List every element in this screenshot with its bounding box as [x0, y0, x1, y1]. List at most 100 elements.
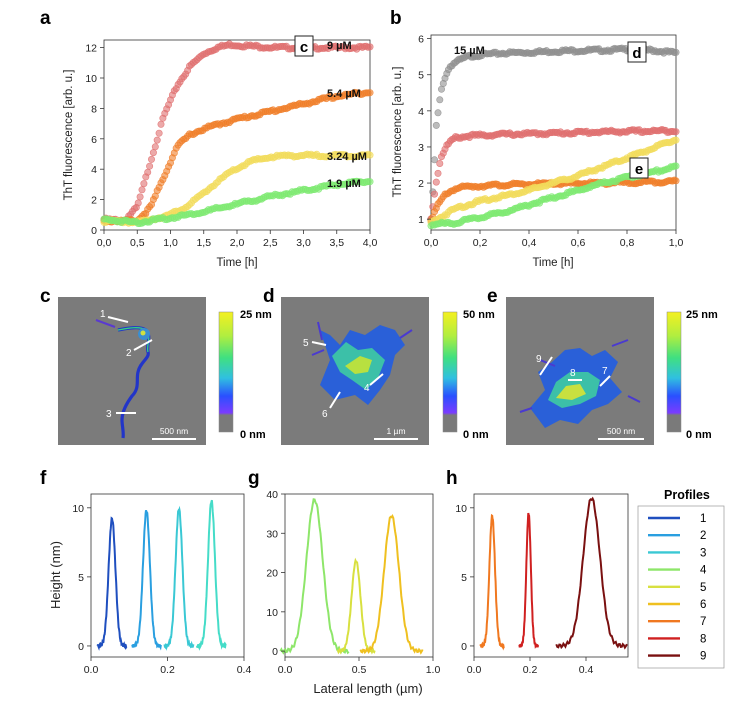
chart-b-point [672, 162, 680, 170]
chart-f-xtick-label-2: 0.4 [237, 664, 252, 676]
afm-c-branch [95, 319, 116, 328]
chart-a-point [366, 178, 374, 186]
chart-a: 0,0 0,5 1,0 1,5 2,0 2,5 3,0 3,5 4,0 0 2 4 6 8 10 12 Tim… [63, 35, 377, 269]
chart-b-point [434, 169, 442, 177]
chart-a-tag-box [294, 35, 314, 57]
chart-b-point [432, 121, 440, 129]
afm-e-aggregate-peak [556, 384, 586, 400]
chart-b-tag-e: e [635, 161, 643, 178]
chart-a-point [366, 151, 374, 159]
afm-d-profile-line-5 [311, 341, 327, 346]
afm-d-profile-label-4: 4 [364, 383, 370, 394]
chart-a-point [157, 120, 165, 128]
chart-f-profile-3b [196, 499, 227, 651]
chart-a-xtick-label-4: 2,0 [230, 237, 245, 249]
chart-b-xtick-label-4: 0,8 [620, 237, 635, 249]
chart-b-xlabel: Time [h] [532, 257, 573, 269]
chart-b-xtick-label-1: 0,2 [473, 237, 488, 249]
legend-label-1: 1 [700, 513, 706, 525]
chart-f-ylabel: Height (nm) [48, 541, 63, 609]
chart-g-ytick-label-3: 30 [266, 528, 278, 540]
chart-a-point [138, 186, 146, 194]
panel-label-g: g [248, 468, 260, 489]
afm-c-scalebar-label: 500 nm [160, 426, 188, 436]
chart-b-ytick-label-1: 2 [418, 178, 424, 190]
afm-c-colorbar [218, 311, 234, 433]
chart-a-series-label-1: 5.4 µM [327, 88, 361, 100]
panel-label-a: a [40, 8, 51, 29]
legend-item-2: 2 [648, 530, 706, 542]
chart-g-xtick-label-1: 0.5 [352, 664, 367, 676]
chart-a-point [134, 199, 142, 207]
chart-a-point [148, 155, 156, 163]
chart-b-xtick-label-3: 0,6 [571, 237, 586, 249]
chart-b-point [672, 136, 680, 144]
chart-f-ytick-label-2: 10 [72, 503, 84, 515]
chart-h-ticks: 0.0 0.2 0.4 0 5 10 [455, 503, 593, 676]
afm-d-profile-line-6 [329, 391, 341, 409]
afm-image-d: 5 4 6 1 µm 50 nm 0 nm [281, 297, 495, 445]
chart-a-xlabel: Time [h] [216, 257, 257, 269]
legend-item-8: 8 [648, 633, 706, 645]
chart-b-point [430, 156, 438, 164]
chart-b-point [430, 190, 438, 198]
chart-g-profile-4 [279, 498, 350, 655]
legend-item-1: 1 [648, 513, 706, 525]
chart-b-xtick-label-5: 1,0 [669, 237, 684, 249]
profiles-legend: Profiles 1 2 3 4 5 6 7 8 9 [637, 488, 725, 669]
chart-a-ytick-label-0: 0 [91, 225, 97, 237]
chart-a-tag: c [300, 39, 308, 56]
chart-h-ytick-label-0: 0 [461, 641, 467, 653]
chart-g-ytick-label-2: 20 [266, 568, 278, 580]
chart-h-profile-7 [479, 513, 505, 651]
chart-a-point [144, 168, 152, 176]
chart-h-xtick-label-0: 0.0 [467, 664, 482, 676]
panel-label-c: c [40, 286, 51, 307]
chart-a-point [146, 162, 154, 170]
chart-a-xtick-label-2: 1,0 [163, 237, 178, 249]
chart-b-ytick-label-2: 3 [418, 142, 424, 154]
chart-a-ytick-label-3: 6 [91, 134, 97, 146]
chart-g-ytick-label-0: 0 [272, 646, 278, 658]
afm-d-colorbar [442, 311, 458, 433]
afm-d-scale-min: 0 nm [463, 429, 489, 441]
chart-a-series-3 [100, 177, 374, 228]
afm-d-scalebar-label: 1 µm [386, 426, 405, 436]
chart-b-ylabel: ThT fluorescence [arb. u.] [392, 67, 404, 198]
chart-b-marks [427, 44, 680, 230]
chart-f-ytick-label-1: 5 [78, 572, 84, 584]
chart-a-xtick-label-5: 2,5 [263, 237, 278, 249]
afm-c-profile-line-2 [133, 339, 153, 351]
afm-e-scale-min: 0 nm [686, 429, 712, 441]
legend-item-6: 6 [648, 599, 706, 611]
chart-h-profile-9 [555, 496, 628, 650]
chart-b-xtick-label-2: 0,4 [522, 237, 537, 249]
chart-h-frame [473, 493, 629, 658]
chart-a-series-2 [100, 150, 374, 227]
chart-b-tag-box-d [627, 41, 647, 63]
afm-c-profile-line-1 [107, 316, 129, 323]
afm-d-profile-label-5: 5 [303, 338, 309, 349]
chart-g-marks [279, 498, 424, 655]
chart-a-point [136, 193, 144, 201]
chart-f-ytick-label-0: 0 [78, 641, 84, 653]
chart-g-xtick-label-2: 1.0 [426, 664, 441, 676]
chart-b-series-0 [427, 44, 680, 223]
chart-a-xtick-label-6: 3,0 [296, 237, 311, 249]
legend-label-4: 4 [700, 565, 707, 577]
chart-b-ytick-label-4: 5 [418, 70, 424, 82]
chart-a-point [151, 143, 159, 151]
chart-a-xtick-label-7: 3,5 [329, 237, 344, 249]
chart-f-profile-1 [96, 516, 128, 651]
afm-d-aggregate-peak [345, 356, 372, 374]
chart-f-xtick-label-1: 0.2 [160, 664, 175, 676]
chart-b-point [432, 178, 440, 186]
afm-c-profile-label-3: 3 [106, 409, 112, 420]
afm-e-colorbar [666, 311, 682, 433]
chart-a-point [149, 149, 157, 157]
chart-b-series-label-0: 15 µM [454, 45, 485, 57]
chart-h-profile-8 [518, 512, 539, 649]
chart-b-point [672, 128, 680, 136]
chart-a-series-label-0: 9 µM [327, 40, 352, 52]
chart-b-point [672, 48, 680, 56]
